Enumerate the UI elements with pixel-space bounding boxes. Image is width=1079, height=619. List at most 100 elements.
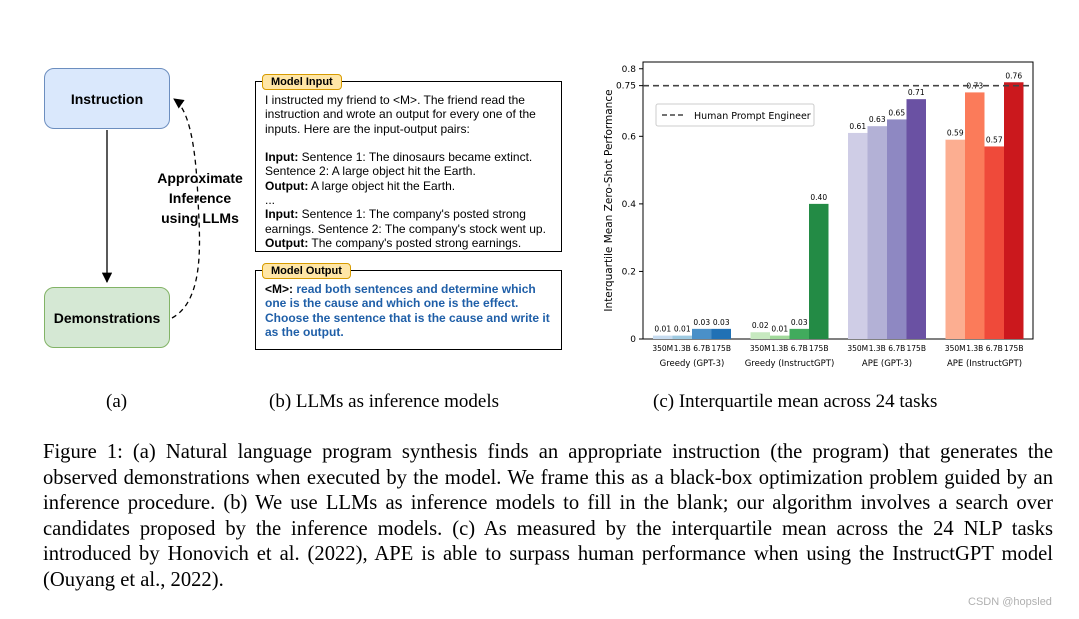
data-label: 0.03: [713, 318, 730, 327]
output-prefix: <M>:: [265, 282, 294, 296]
model-size-tick-label: 6.7B: [888, 344, 905, 353]
y-tick-label: 0.8: [622, 65, 637, 75]
example-2-input-line2: earnings. Sentence 2: The company's stoc…: [265, 221, 546, 236]
ellipsis: ...: [265, 193, 276, 208]
input-label: Input:: [265, 150, 299, 165]
bar: [984, 146, 1004, 339]
figure-caption: Figure 1: (a) Natural language program s…: [43, 441, 1053, 591]
data-label: 0.40: [810, 193, 827, 202]
group-label: APE (GPT-3): [862, 359, 912, 369]
model-size-tick-label: 350M: [652, 344, 673, 353]
model-input-frame: [255, 81, 562, 252]
model-size-tick-label: 175B: [907, 344, 926, 353]
y-tick-label: 0: [630, 335, 636, 345]
model-size-tick-label: 350M: [945, 344, 966, 353]
bar: [906, 99, 926, 339]
data-label: 0.01: [674, 325, 691, 334]
legend-label: Human Prompt Engineer: [694, 111, 811, 122]
model-size-tick-label: 1.3B: [674, 344, 691, 353]
caption-a: (a): [106, 391, 128, 412]
bar: [692, 328, 712, 339]
data-label: 0.01: [771, 325, 788, 334]
bar: [672, 335, 692, 339]
model-input-tag: Model Input: [262, 74, 342, 90]
model-size-tick-label: 350M: [847, 344, 868, 353]
y-tick-label: 0.2: [622, 267, 636, 277]
model-output-text: <M>: read both sentences and determine w…: [265, 282, 555, 339]
approx-line: Inference: [168, 190, 232, 206]
input-intro-line: instruction and wrote an output for ever…: [265, 107, 536, 122]
bar: [770, 335, 790, 339]
example-1-input-text: Sentence 1: The dinosaurs became extinct…: [298, 150, 533, 165]
model-size-tick-label: 6.7B: [693, 344, 710, 353]
legend-box: [655, 103, 815, 127]
model-size-tick-label: 6.7B: [986, 344, 1003, 353]
model-size-tick-label: 175B: [1004, 344, 1023, 353]
caption-c: (c) Interquartile mean across 24 tasks: [653, 391, 938, 412]
group-label: Greedy (InstructGPT): [745, 359, 835, 369]
model-size-tick-label: 175B: [712, 344, 731, 353]
bar: [653, 335, 673, 339]
demonstrations-box: Demonstrations: [44, 287, 170, 348]
bar: [867, 126, 887, 340]
bar: [945, 139, 965, 339]
bar: [887, 119, 907, 340]
output-label: Output:: [265, 235, 309, 250]
y-tick-label: 0.6: [622, 132, 637, 142]
data-label: 0.57: [986, 135, 1003, 144]
example-2-input-text: Sentence 1: The company's posted strong: [298, 207, 526, 222]
input-intro-line: I instructed my friend to <M>. The frien…: [265, 93, 525, 107]
model-size-tick-label: 6.7B: [791, 344, 808, 353]
instruction-box: Instruction: [44, 68, 170, 129]
example-2-input: Input: Sentence 1: The company's posted …: [265, 207, 555, 221]
model-size-tick-label: 1.3B: [869, 344, 886, 353]
model-input-text: I instructed my friend to <M>. The frien…: [265, 93, 555, 250]
y-axis-label: Interquartile Mean Zero-Shot Performance: [603, 89, 615, 311]
model-output-frame: [255, 270, 562, 350]
model-size-tick-label: 175B: [809, 344, 828, 353]
input-label: Input:: [265, 207, 299, 222]
y-tick-label: 0.4: [622, 200, 637, 210]
bar: [750, 332, 770, 339]
caption-b: (b) LLMs as inference models: [269, 391, 500, 412]
example-1-output: Output: A large object hit the Earth.: [265, 179, 555, 193]
example-1-output-text: A large object hit the Earth.: [308, 178, 456, 193]
y-tick-label: 0.75: [616, 82, 636, 92]
approx-line: using LLMs: [161, 210, 239, 226]
bar: [848, 132, 868, 339]
model-output-tag: Model Output: [262, 263, 351, 279]
output-label: Output:: [265, 178, 309, 193]
data-label: 0.63: [869, 115, 886, 124]
data-label: 0.03: [693, 318, 710, 327]
data-label: 0.02: [752, 321, 769, 330]
example-1-input-line2: Sentence 2: A large object hit the Earth…: [265, 164, 476, 179]
group-label: Greedy (GPT-3): [660, 359, 725, 369]
dashed-curved-arrow: [171, 98, 201, 319]
data-label: 0.76: [1005, 71, 1022, 80]
data-label: 0.03: [791, 318, 808, 327]
bar: [789, 328, 809, 339]
data-label: 0.71: [908, 88, 925, 97]
data-label: 0.61: [849, 122, 866, 131]
approx-line: Approximate: [157, 170, 243, 186]
watermark: CSDN @hopsled: [968, 596, 1052, 608]
group-label: APE (InstructGPT): [947, 359, 1022, 369]
bar: [1004, 82, 1024, 339]
data-label: 0.59: [947, 129, 964, 138]
data-label: 0.01: [654, 325, 671, 334]
example-2-output: Output: The company's posted strong earn…: [265, 236, 555, 250]
plot-frame: [642, 61, 1034, 340]
model-size-tick-label: 1.3B: [966, 344, 983, 353]
model-size-tick-label: 1.3B: [771, 344, 788, 353]
example-1-input: Input: Sentence 1: The dinosaurs became …: [265, 150, 555, 164]
input-intro-line: inputs. Here are the input-output pairs:: [265, 121, 470, 136]
output-instruction: read both sentences and determine which …: [265, 282, 550, 339]
bar: [809, 203, 829, 339]
approximate-inference-label: Approximate Inference using LLMs: [152, 168, 248, 228]
instruction-label: Instruction: [70, 90, 144, 107]
bar: [965, 92, 985, 339]
demonstrations-label: Demonstrations: [53, 309, 161, 326]
bar: [711, 328, 731, 339]
